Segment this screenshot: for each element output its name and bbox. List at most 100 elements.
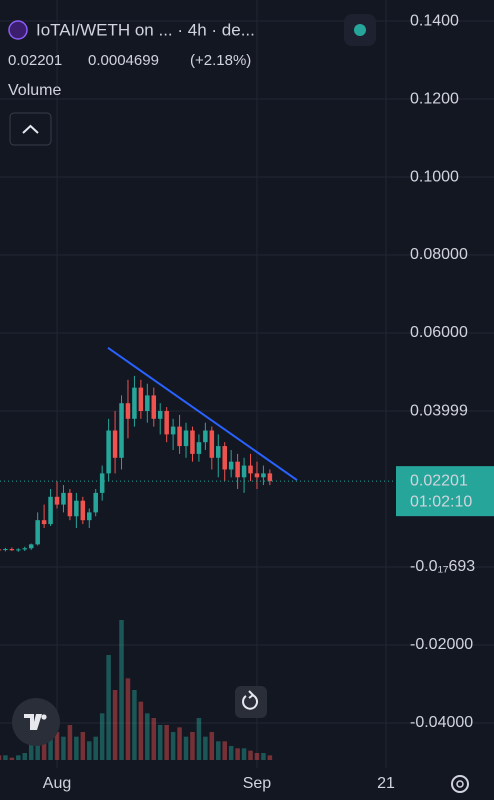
- candle-body: [74, 500, 79, 517]
- candle-body: [48, 496, 53, 525]
- price-change-percent: (+2.18%): [190, 52, 251, 69]
- price-label: 0.02201: [410, 472, 468, 489]
- settings-icon[interactable]: [451, 775, 469, 793]
- last-price: 0.02201: [8, 52, 62, 69]
- candle-body: [119, 403, 124, 458]
- volume-bar: [241, 748, 247, 760]
- candle-body: [54, 496, 60, 505]
- volume-bar: [3, 755, 8, 760]
- candle-body: [106, 430, 111, 474]
- volume-bar: [138, 701, 144, 760]
- symbol-logo: [8, 20, 28, 40]
- candle-body: [67, 492, 73, 517]
- candle-body: [61, 492, 66, 505]
- y-tick-label: 0.08000: [410, 246, 468, 263]
- y-tick-label: -0.02000: [410, 636, 473, 653]
- candle-body: [22, 548, 28, 550]
- volume-bar: [177, 727, 182, 760]
- volume-bar: [54, 732, 60, 760]
- volume-bar: [132, 690, 137, 760]
- volume-bar: [157, 725, 163, 760]
- volume-bar: [164, 725, 169, 760]
- candle-body: [190, 430, 195, 454]
- volume-bar: [170, 732, 176, 760]
- candle-body: [209, 430, 215, 458]
- indicator-label: Volume: [8, 82, 61, 99]
- candle-body: [261, 473, 266, 478]
- volume-bar: [16, 755, 21, 760]
- candle-body: [248, 465, 253, 474]
- volume-bar: [196, 718, 202, 760]
- candle-body: [80, 500, 86, 521]
- volume-bar: [67, 725, 73, 760]
- candle-body: [164, 411, 169, 435]
- settings-icon-center: [456, 780, 464, 788]
- candle-body: [87, 512, 92, 521]
- volume-bar: [183, 736, 189, 760]
- candle-body: [196, 442, 202, 454]
- y-tick-label: 0.03999: [410, 402, 468, 419]
- countdown-label: 01:02:10: [410, 493, 472, 510]
- y-tick-label: 0.1000: [410, 168, 459, 185]
- volume-bar: [145, 713, 150, 760]
- volume-bar: [87, 741, 92, 760]
- candle-body: [112, 430, 118, 458]
- candle-body: [3, 549, 8, 551]
- y-tick-label: -0.0₁₇693: [410, 558, 475, 575]
- candle-body: [16, 549, 21, 551]
- tv-logo: [24, 714, 42, 730]
- status-dot: [354, 24, 366, 36]
- volume-bar: [80, 732, 86, 760]
- candle-body: [170, 426, 176, 435]
- volume-bar: [22, 753, 28, 760]
- x-tick-label: 21: [377, 775, 395, 792]
- volume-bar: [125, 678, 131, 760]
- symbol-title[interactable]: IoTAI/WETH on ... · 4h · de...: [36, 20, 255, 39]
- volume-bar: [61, 736, 66, 760]
- candle-body: [28, 544, 34, 549]
- volume-bar: [93, 736, 98, 760]
- candles: [0, 375, 273, 552]
- reset-button[interactable]: [235, 686, 267, 718]
- y-tick-label: 0.06000: [410, 324, 468, 341]
- volume-bar: [203, 736, 208, 760]
- candle-body: [241, 465, 247, 478]
- x-tick-label: Aug: [43, 775, 71, 792]
- volume-bar: [106, 655, 111, 760]
- volume-bar: [119, 620, 124, 760]
- collapse-button[interactable]: [9, 112, 52, 146]
- volume-bar: [248, 750, 253, 760]
- candle-body: [132, 387, 137, 419]
- candle-body: [222, 446, 227, 470]
- candle-body: [41, 520, 47, 525]
- volume-bar: [151, 718, 157, 760]
- chevron-icon: [22, 124, 39, 134]
- price-label-box: [396, 466, 494, 517]
- candle-body: [35, 520, 40, 545]
- reset-icon-arrow: [248, 690, 255, 699]
- volume-bar: [261, 753, 266, 760]
- candle-body: [183, 430, 189, 447]
- candle-body: [216, 446, 221, 458]
- y-tick-label: 0.1200: [410, 90, 459, 107]
- candle-body: [93, 492, 98, 513]
- candle-body: [99, 473, 105, 493]
- volume-pane: [0, 620, 273, 760]
- trendline: [107, 347, 298, 481]
- candle-body: [157, 411, 163, 419]
- candle-body: [267, 473, 273, 482]
- volume-bar: [254, 753, 260, 760]
- y-tick-label: -0.04000: [410, 714, 473, 731]
- candle-body: [0, 549, 2, 551]
- volume-bar: [235, 748, 240, 760]
- volume-bar: [28, 741, 34, 760]
- candle-body: [138, 387, 144, 412]
- volume-bar: [216, 741, 221, 760]
- candle-body: [125, 403, 131, 419]
- candle-body: [9, 549, 15, 551]
- candle-body: [235, 461, 240, 478]
- tv-logo-dot: [41, 714, 47, 720]
